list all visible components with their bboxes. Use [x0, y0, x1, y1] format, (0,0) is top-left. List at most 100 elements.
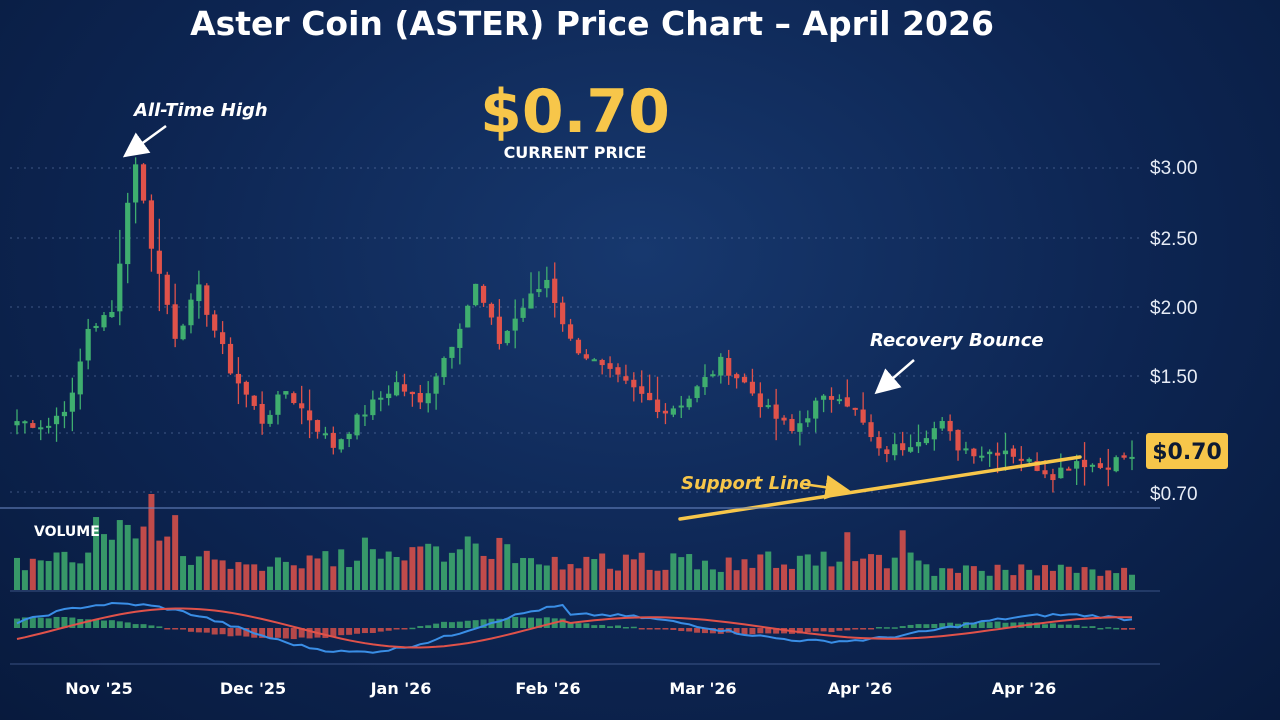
volume-bar: [694, 569, 701, 590]
macd-histogram-bar: [140, 624, 147, 628]
volume-bar: [148, 494, 155, 590]
volume-bar: [393, 557, 400, 590]
volume-bar: [828, 566, 835, 590]
macd-histogram-bar: [148, 625, 155, 628]
candle-body: [46, 425, 52, 428]
volume-bar: [907, 552, 914, 590]
candle-body: [552, 278, 558, 304]
macd-histogram-bar: [923, 624, 930, 628]
support-annotation: Support Line: [681, 473, 811, 494]
macd-histogram-bar: [1081, 626, 1088, 629]
macd-histogram-bar: [1113, 627, 1120, 630]
volume-bar: [496, 537, 503, 590]
volume-bar: [701, 560, 708, 590]
y-tick-label: $2.50: [1150, 229, 1198, 250]
macd-histogram-bar: [607, 626, 614, 628]
recovery-arrow: [874, 359, 915, 395]
macd-histogram-bar: [883, 627, 890, 629]
candle-body: [148, 200, 155, 249]
volume-bar: [180, 556, 187, 590]
candle-body: [338, 439, 344, 450]
macd-histogram-bar: [686, 628, 693, 632]
current-price-caption: CURRENT PRICE: [504, 143, 647, 162]
macd-histogram-bar: [733, 628, 740, 635]
volume-bar: [931, 575, 938, 590]
macd-histogram-bar: [614, 625, 621, 628]
volume-bar: [1073, 572, 1080, 590]
macd-histogram-bar: [393, 628, 400, 630]
macd-histogram-bar: [29, 616, 36, 628]
macd-histogram-bar: [962, 622, 969, 628]
macd-histogram-bar: [1129, 628, 1135, 630]
candle-body: [686, 398, 692, 408]
macd-histogram-bar: [575, 623, 582, 628]
macd-histogram-bar: [361, 628, 368, 634]
macd-histogram-bar: [860, 628, 867, 630]
macd-histogram-bar: [187, 628, 194, 632]
candle-body: [828, 396, 835, 400]
macd-histogram-bar: [915, 624, 922, 628]
candle-body: [1058, 467, 1064, 479]
macd-histogram-bar: [654, 628, 661, 630]
macd-histogram-bar: [369, 628, 376, 634]
volume-bar: [306, 555, 313, 590]
macd-histogram-bar: [385, 628, 392, 631]
recovery-annotation: Recovery Bounce: [870, 330, 1044, 351]
volume-bars: [14, 494, 1135, 590]
candle-body: [441, 358, 447, 378]
volume-bar: [369, 549, 376, 590]
candle-body: [931, 428, 937, 440]
candle-body: [813, 400, 819, 419]
candle-body: [718, 356, 724, 376]
macd-histogram-bar: [480, 619, 487, 628]
candle-body: [647, 392, 653, 401]
macd-histogram-bar: [267, 628, 274, 639]
candle-body: [844, 397, 850, 407]
volume-label: VOLUME: [34, 524, 100, 540]
candle-body: [757, 393, 763, 408]
y-tick-label: $3.00: [1150, 158, 1198, 179]
macd-histogram-bar: [53, 616, 60, 628]
candle-body: [449, 346, 455, 358]
volume-bar: [251, 564, 258, 590]
macd-line: [16, 601, 1133, 654]
volume-bar: [259, 570, 266, 590]
macd-histogram-bar: [354, 628, 361, 634]
candle-body: [488, 303, 495, 318]
volume-bar: [614, 570, 621, 590]
price-badge-label: $0.70: [1152, 440, 1222, 465]
volume-bar: [290, 565, 297, 590]
candle-body: [53, 415, 60, 425]
volume-bar: [274, 557, 281, 590]
candle-body: [38, 427, 44, 430]
volume-bar: [1057, 564, 1064, 590]
volume-bar: [670, 553, 677, 590]
volume-bar: [219, 560, 226, 590]
volume-bar: [1042, 565, 1049, 590]
macd-histogram-bar: [203, 628, 210, 633]
x-tick-label: Apr '26: [828, 679, 892, 698]
volume-bar: [243, 564, 250, 590]
volume-bar: [61, 551, 68, 590]
candle-body: [892, 444, 898, 456]
volume-bar: [1065, 566, 1072, 590]
candle-body: [876, 437, 882, 449]
candle-body: [726, 358, 732, 376]
macd-histogram-bar: [1097, 627, 1104, 630]
volume-bar: [1081, 567, 1088, 590]
candle-body: [93, 325, 99, 329]
volume-bar: [955, 572, 962, 590]
volume-bar: [923, 564, 930, 590]
macd-histogram-bar: [662, 628, 669, 630]
candle-body: [156, 250, 162, 274]
volume-bar: [852, 561, 859, 590]
candle-body: [607, 363, 613, 369]
candle-body: [528, 293, 534, 309]
candle-body: [1089, 464, 1096, 467]
volume-bar: [559, 569, 566, 590]
macd-histogram-bar: [1034, 622, 1041, 628]
macd-histogram-bar: [472, 620, 479, 628]
candle-body: [1026, 459, 1032, 462]
volume-bar: [1018, 564, 1025, 590]
candle-body: [884, 449, 890, 455]
